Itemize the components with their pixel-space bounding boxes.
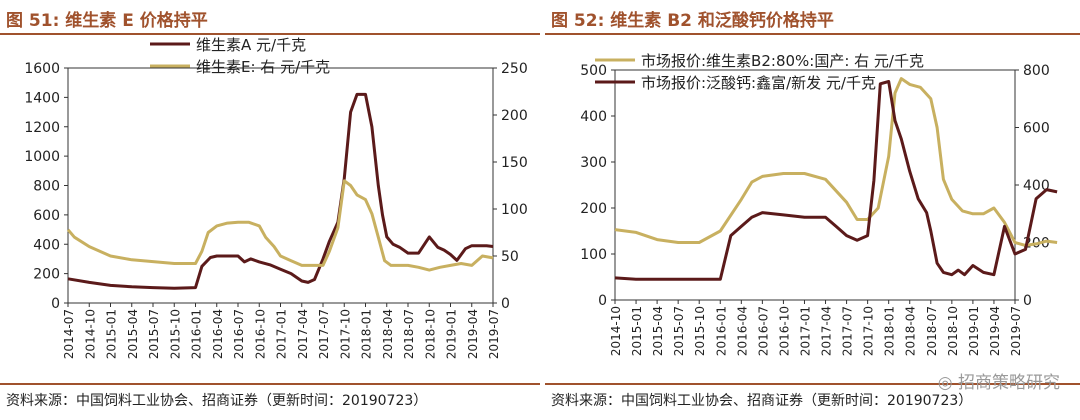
x-tick-label: 2019-07 [487, 309, 501, 359]
x-tick-label: 2015-01 [630, 306, 644, 356]
y-left-tick-label: 1200 [24, 120, 60, 136]
series-line [614, 77, 1058, 247]
x-tick-label: 2016-04 [735, 306, 749, 356]
y-left-tick-label: 400 [33, 237, 60, 253]
y-right-tick-label: 200 [501, 108, 528, 124]
x-tick-label: 2018-07 [402, 309, 416, 359]
y-left-tick-label: 200 [580, 201, 607, 217]
x-tick-label: 2017-01 [798, 306, 812, 356]
x-tick-label: 2016-01 [714, 306, 728, 356]
chart-svg: 0 200 400 600 800 1000 1200 1400 1600 0 50 100 150 20… [24, 36, 528, 359]
x-tick-label: 2016-04 [211, 309, 225, 359]
x-tick-label: 2019-01 [445, 309, 459, 359]
x-tick-label: 2018-04 [381, 309, 395, 359]
x-tick-label: 2018-10 [423, 309, 437, 359]
x-tick-label: 2017-01 [275, 309, 289, 359]
x-tick-label: 2019-04 [988, 306, 1002, 356]
watermark: ◎ 招商策略研究 [937, 373, 1060, 393]
y-left-tick-label: 100 [580, 247, 607, 263]
y-left-tick-label: 400 [580, 109, 607, 125]
x-tick-label: 2017-10 [862, 306, 876, 356]
source-note: 资料来源：中国饲料工业协会、招商证券（更新时间：20190723） [6, 393, 428, 409]
x-tick-label: 2015-04 [651, 306, 665, 356]
y-left-tick-label: 600 [33, 208, 60, 224]
y-left-tick-label: 0 [51, 296, 60, 312]
series-line [67, 92, 494, 290]
x-tick-label: 2016-07 [756, 306, 770, 356]
x-tick-label: 2018-07 [925, 306, 939, 356]
chart-panel-vitamin-b2: 图 52: 维生素 B2 和泛酸钙价格持平 0 100 200 300 400 500 0 2… [545, 0, 1080, 420]
x-tick-label: 2018-04 [904, 306, 918, 356]
x-tick-label: 2018-01 [360, 309, 374, 359]
y-left-tick-label: 1600 [24, 61, 60, 77]
y-left-tick-label: 1000 [24, 149, 60, 165]
x-tick-label: 2019-04 [466, 309, 480, 359]
series-line [614, 80, 1058, 281]
y-right-tick-label: 150 [501, 155, 528, 171]
y-left-tick-label: 300 [580, 155, 607, 171]
x-tick-label: 2016-07 [232, 309, 246, 359]
y-right-tick-label: 0 [1023, 293, 1032, 309]
x-tick-label: 2016-10 [777, 306, 791, 356]
y-right-tick-label: 800 [1023, 63, 1050, 79]
y-left-tick-label: 0 [598, 293, 607, 309]
legend-label: 市场报价:维生素B2:80%:国产: 右 元/千克 [641, 52, 924, 70]
x-tick-label: 2015-04 [126, 309, 140, 359]
source-note: 资料来源：中国饲料工业协会、招商证券（更新时间：20190723） [551, 393, 973, 409]
plot-frame [614, 69, 1016, 301]
legend-label: 维生素E: 右 元/千克 [196, 58, 330, 76]
y-right-tick-label: 400 [1023, 178, 1050, 194]
y-right-tick-label: 0 [501, 296, 510, 312]
x-tick-label: 2017-04 [296, 309, 310, 359]
chart-title: 图 52: 维生素 B2 和泛酸钙价格持平 [551, 11, 834, 31]
y-right-tick-label: 100 [501, 202, 528, 218]
title-rule [545, 33, 1080, 35]
x-tick-label: 2014-07 [62, 309, 76, 359]
x-tick-label: 2015-10 [693, 306, 707, 356]
y-left-tick-label: 1400 [24, 90, 60, 106]
y-right-tick-label: 600 [1023, 121, 1050, 137]
x-tick-label: 2018-01 [883, 306, 897, 356]
x-tick-label: 2016-01 [190, 309, 204, 359]
legend-label: 维生素A 元/千克 [196, 36, 306, 54]
x-tick-label: 2017-04 [820, 306, 834, 356]
x-tick-label: 2019-07 [1009, 306, 1023, 356]
source-rule [0, 383, 540, 385]
x-tick-label: 2015-01 [105, 309, 119, 359]
y-right-tick-label: 50 [501, 249, 519, 265]
x-tick-label: 2017-10 [338, 309, 352, 359]
x-tick-label: 2014-10 [83, 309, 97, 359]
title-rule [0, 33, 540, 35]
x-tick-label: 2014-10 [609, 306, 623, 356]
legend-label: 市场报价:泛酸钙:鑫富/新发 元/千克 [641, 74, 876, 92]
x-tick-label: 2017-07 [317, 309, 331, 359]
y-left-tick-label: 800 [33, 179, 60, 195]
watermark-text: 招商策略研究 [958, 373, 1060, 393]
y-right-tick-label: 250 [501, 61, 528, 77]
x-tick-label: 2017-07 [841, 306, 855, 356]
x-tick-label: 2018-10 [946, 306, 960, 356]
y-left-tick-label: 200 [33, 267, 60, 283]
x-tick-label: 2015-07 [147, 309, 161, 359]
x-tick-label: 2019-01 [967, 306, 981, 356]
chart-title: 图 51: 维生素 E 价格持平 [6, 11, 208, 31]
x-tick-label: 2016-10 [253, 309, 267, 359]
series-line [66, 179, 494, 272]
chart-panel-vitamin-e: 图 51: 维生素 E 价格持平 0 200 400 600 800 1000 1200 14… [0, 11, 540, 409]
y-left-tick-label: 500 [580, 63, 607, 79]
source-rule [545, 383, 1080, 385]
x-tick-label: 2015-10 [168, 309, 182, 359]
x-tick-label: 2015-07 [672, 306, 686, 356]
